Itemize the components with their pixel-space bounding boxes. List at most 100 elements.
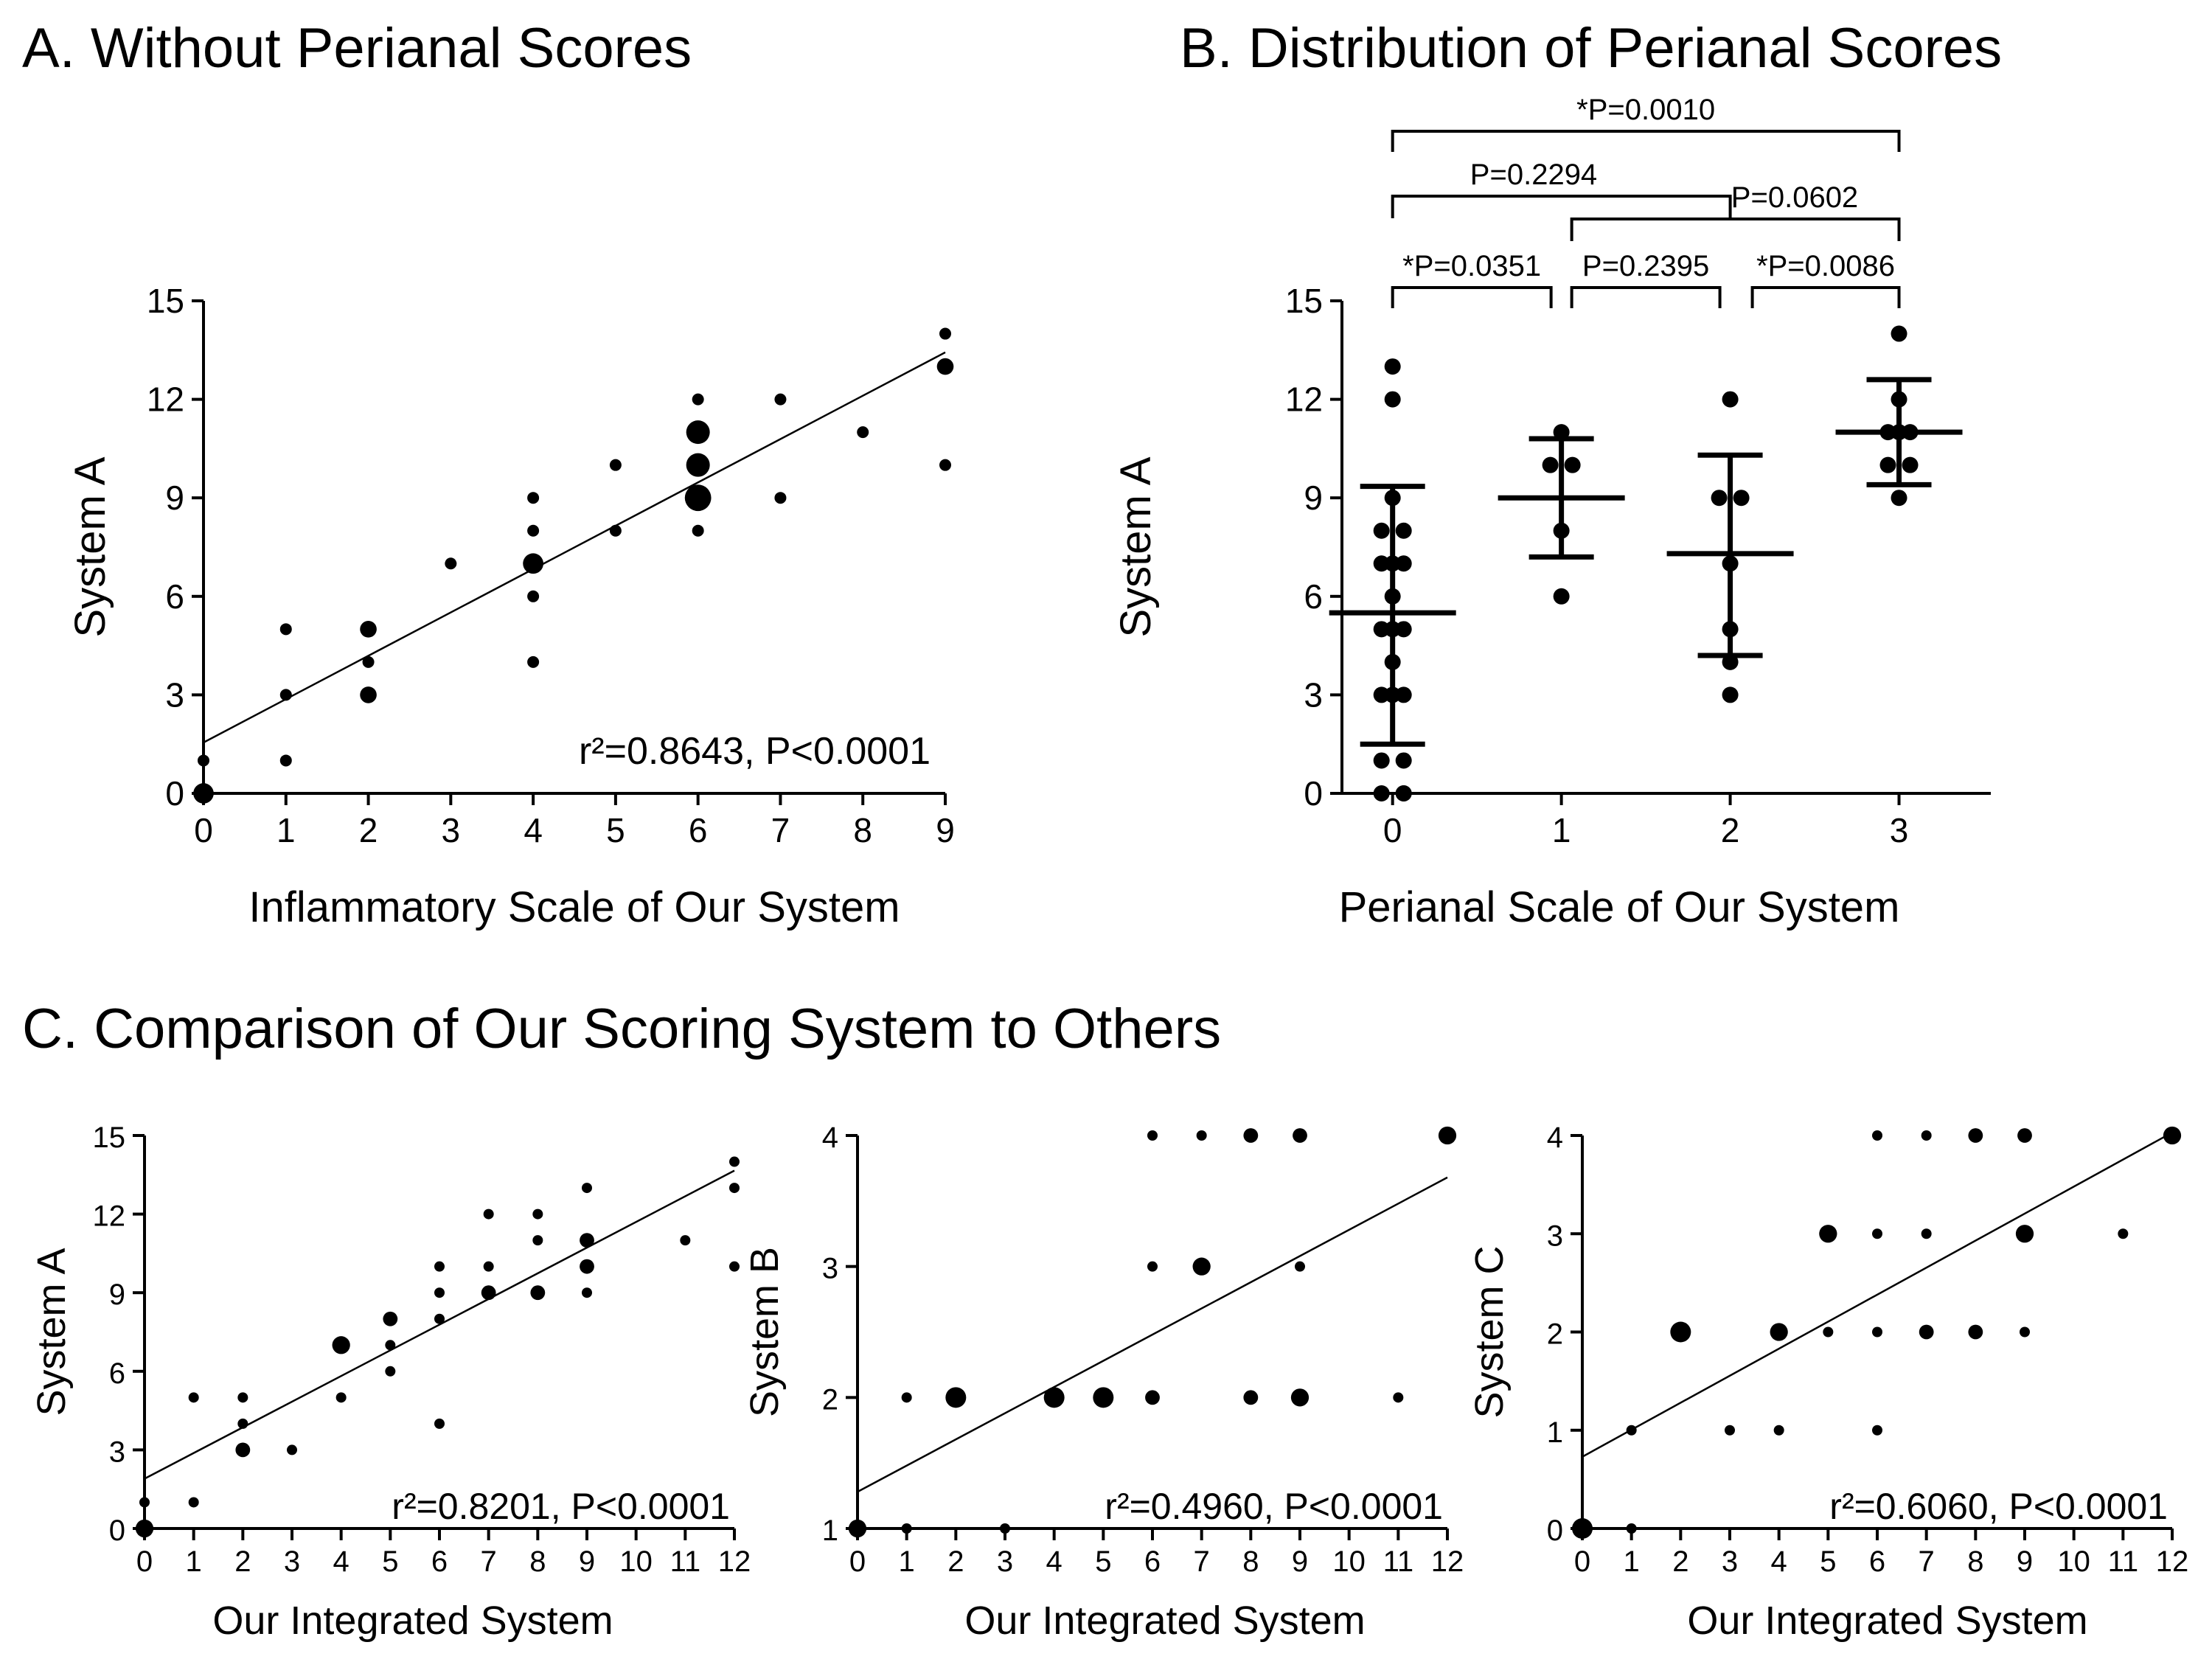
panel-a-data-point xyxy=(279,623,292,636)
panel-b-comparison-bracket xyxy=(1391,130,1901,152)
panel-a-data-point xyxy=(445,557,457,570)
panel-c1-y-tick-label: 9 xyxy=(109,1279,125,1311)
panel-c2-data-point xyxy=(901,1523,912,1534)
panel-c1-y-tick-label: 12 xyxy=(93,1200,126,1233)
panel-c1-data-point xyxy=(237,1418,248,1429)
panel-c2-y-tick-label: 4 xyxy=(822,1121,838,1154)
panel-b-data-point xyxy=(1384,391,1401,408)
panel-b-data-point xyxy=(1722,686,1739,703)
panel-c3-data-point xyxy=(2020,1326,2030,1338)
panel-b-p-value: P=0.2395 xyxy=(1582,250,1709,282)
panel-c2-y-tick-label: 1 xyxy=(822,1514,838,1547)
panel-c1-x-tick-label: 2 xyxy=(234,1545,251,1578)
panel-c1-data-point xyxy=(580,1259,594,1274)
panel-c2-x-tick-label: 4 xyxy=(1046,1545,1062,1578)
panel-c3-data-point xyxy=(1919,1324,1934,1340)
panel-b-p-value: *P=0.0351 xyxy=(1402,250,1541,282)
panel-c1-x-tick-label: 10 xyxy=(619,1545,653,1578)
panel-b-x-tick-label: 3 xyxy=(1890,811,1909,849)
panel-c1-data-point xyxy=(434,1261,445,1272)
panel-c3-data-point xyxy=(1872,1228,1882,1239)
panel-a-data-point xyxy=(527,524,540,537)
panel-c3-data-point xyxy=(1626,1425,1637,1436)
panel-c3-data-point xyxy=(1770,1323,1788,1341)
panel-c3-x-tick-label: 9 xyxy=(2017,1545,2033,1578)
panel-c2-data-point xyxy=(1000,1523,1010,1534)
panel-c1-data-point xyxy=(188,1392,199,1403)
panel-a-stat-annotation: r²=0.8643, P<0.0001 xyxy=(579,730,931,773)
panel-c2-y-tick-label: 3 xyxy=(822,1253,838,1285)
panel-b-data-point xyxy=(1891,490,1907,507)
panel-c1-y-axis-label: System A xyxy=(29,1248,74,1416)
panel-c3-x-tick-label: 6 xyxy=(1869,1545,1885,1578)
panel-a-x-tick-label: 5 xyxy=(606,811,625,849)
panel-a-x-tick-label: 7 xyxy=(771,811,790,849)
panel-c2-data-point xyxy=(1243,1128,1259,1143)
panel-a-data-point xyxy=(360,686,377,703)
panel-c1-x-tick-label: 3 xyxy=(284,1545,300,1578)
panel-c2-data-point xyxy=(1295,1261,1305,1272)
panel-c1-regression-line xyxy=(144,1169,735,1480)
panel-a-data-point xyxy=(609,459,622,471)
panel-b-y-tick-label: 3 xyxy=(1304,675,1323,714)
panel-c3-data-point xyxy=(1872,1130,1882,1141)
panel-a-x-tick-label: 1 xyxy=(276,811,296,849)
panel-c1-data-point xyxy=(580,1233,594,1248)
panel-a-data-point xyxy=(857,426,869,439)
panel-c2-data-point xyxy=(1293,1128,1307,1143)
panel-c3-data-point xyxy=(1626,1523,1637,1534)
panel-b-data-point xyxy=(1902,456,1919,473)
panel-a-x-tick-label: 9 xyxy=(936,811,955,849)
panel-a-data-point xyxy=(774,393,787,406)
panel-a-x-tick-label: 3 xyxy=(442,811,461,849)
panel-c-title: C. Comparison of Our Scoring System to O… xyxy=(22,998,1222,1060)
panel-c3-data-point xyxy=(2017,1128,2032,1143)
panel-c2-x-tick-label: 3 xyxy=(997,1545,1013,1578)
panel-a-x-tick-label: 4 xyxy=(524,811,543,849)
panel-a-x-tick-label: 6 xyxy=(689,811,708,849)
panel-a-x-axis-label: Inflammatory Scale of Our System xyxy=(248,883,900,931)
panel-c2-regression-line xyxy=(857,1176,1448,1493)
panel-c2-data-point xyxy=(1192,1257,1211,1276)
panel-c1-data-point xyxy=(582,1183,592,1194)
panel-c2-x-tick-label: 6 xyxy=(1144,1545,1161,1578)
panel-c1-x-tick-label: 5 xyxy=(382,1545,398,1578)
panel-c2-data-point xyxy=(1196,1130,1207,1141)
panel-c3-data-point xyxy=(1572,1518,1593,1539)
panel-a-y-tick-label: 15 xyxy=(147,282,184,320)
panel-b-title: B. Distribution of Perianal Scores xyxy=(1180,17,2003,80)
panel-c1-data-point xyxy=(481,1285,496,1301)
panel-a-x-tick-label: 2 xyxy=(359,811,378,849)
panel-c3-data-point xyxy=(1872,1326,1882,1338)
panel-c2-data-point xyxy=(1147,1261,1158,1272)
panel-c3-data-point xyxy=(1773,1425,1784,1436)
panel-c3-x-tick-label: 5 xyxy=(1820,1545,1836,1578)
panel-c3-x-tick-label: 2 xyxy=(1672,1545,1688,1578)
panel-c3-data-point xyxy=(1725,1425,1735,1436)
panel-b-p-value: P=0.0602 xyxy=(1731,181,1858,214)
panel-c3-x-tick-label: 0 xyxy=(1574,1545,1590,1578)
panel-b-data-point xyxy=(1879,456,1896,473)
panel-b-y-tick-label: 15 xyxy=(1285,282,1323,320)
panel-a-data-point xyxy=(279,689,292,701)
panel-b-comparison-bracket xyxy=(1750,286,1901,308)
panel-c2-data-point xyxy=(1145,1390,1160,1405)
panel-c2-x-tick-label: 10 xyxy=(1332,1545,1366,1578)
panel-b-comparison-bracket xyxy=(1391,195,1732,218)
panel-b-x-axis-label: Perianal Scale of Our System xyxy=(1339,883,1900,931)
panel-a-data-point xyxy=(527,590,540,602)
panel-b-data-point xyxy=(1395,785,1412,801)
panel-a-data-point xyxy=(193,783,214,804)
panel-c3-stat-annotation: r²=0.6060, P<0.0001 xyxy=(1829,1486,2168,1527)
panel-c1-data-point xyxy=(139,1497,150,1508)
panel-c2-x-tick-label: 11 xyxy=(1383,1545,1414,1578)
panel-b-x-tick-label: 1 xyxy=(1552,811,1571,849)
panel-a-data-point xyxy=(692,393,704,406)
panel-a-data-point xyxy=(686,453,710,477)
panel-c3-data-point xyxy=(1921,1130,1932,1141)
panel-c1-x-tick-label: 9 xyxy=(579,1545,595,1578)
panel-c3-data-point xyxy=(2015,1225,2034,1243)
panel-b-data-point xyxy=(1373,752,1390,769)
panel-c1-data-point xyxy=(237,1392,248,1403)
